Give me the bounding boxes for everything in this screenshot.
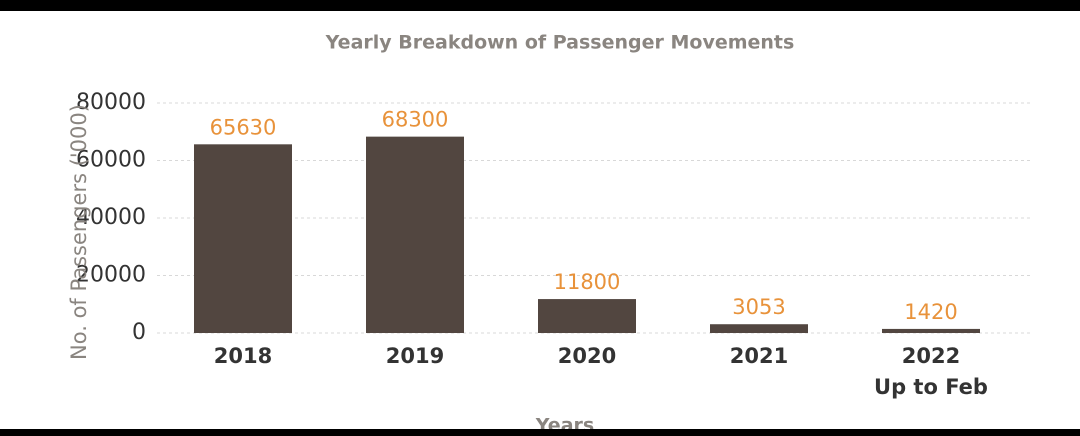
bar (538, 299, 636, 333)
x-tick-label: 2020 (558, 344, 616, 368)
y-tick-label: 0 (132, 320, 146, 345)
top-frame (0, 0, 1080, 11)
y-tick-label: 20000 (76, 263, 146, 288)
x-tick-label: 2022 Up to Feb (874, 344, 988, 399)
x-tick-label: 2021 (730, 344, 788, 368)
bottom-frame (0, 429, 1080, 436)
y-axis-title: No. of Passengers ('000) (67, 104, 91, 360)
y-tick-label: 60000 (76, 148, 146, 173)
value-label: 68300 (382, 108, 449, 132)
value-label: 3053 (732, 295, 785, 319)
bar (366, 136, 464, 333)
value-label: 11800 (554, 270, 621, 294)
value-label: 65630 (210, 115, 277, 139)
x-tick-label: 2019 (386, 344, 444, 368)
bar (882, 328, 980, 333)
plot-area: 0 20000 40000 60000 80000 65630 2018 68300 2019 1… (76, 90, 1030, 399)
y-tick-label: 40000 (76, 205, 146, 230)
bar (194, 144, 292, 333)
bar (710, 324, 808, 333)
chart-title: Yearly Breakdown of Passenger Movements (325, 32, 795, 54)
y-tick-label: 80000 (76, 90, 146, 115)
x-tick-label: 2018 (214, 344, 272, 368)
value-label: 1420 (904, 300, 957, 324)
